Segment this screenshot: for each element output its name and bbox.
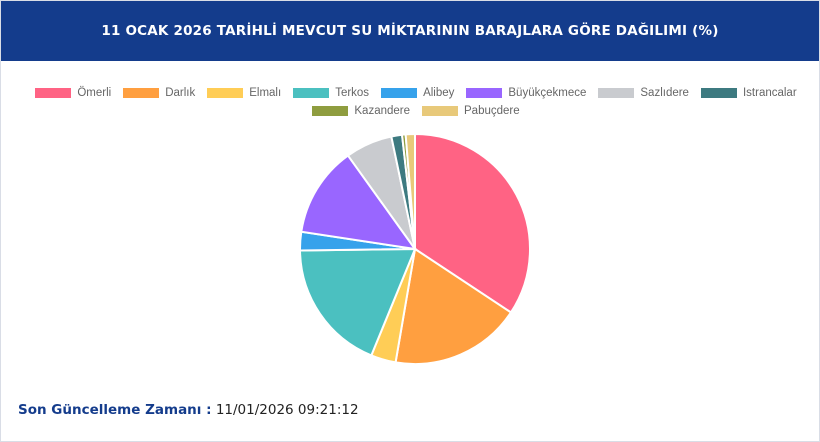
pie-slice[interactable]	[394, 247, 513, 365]
legend-label: Alibey	[423, 87, 455, 99]
chart-title: 11 OCAK 2026 TARİHLİ MEVCUT SU MİKTARINI…	[101, 23, 719, 39]
legend-label: Pabuçdere	[464, 105, 520, 117]
legend-item[interactable]: Kazandere	[312, 105, 410, 117]
pie-slice[interactable]	[404, 132, 416, 250]
legend-item[interactable]: Terkos	[293, 87, 369, 99]
chart-legend: Ömerli Darlık Elmalı Terkos Alibey Büyükçekme…	[31, 87, 801, 117]
legend-label: Elmalı	[249, 87, 282, 99]
pie-chart	[298, 132, 531, 365]
legend-item[interactable]: Pabuçdere	[422, 105, 520, 117]
legend-swatch	[207, 88, 244, 98]
legend-item[interactable]: Elmalı	[207, 87, 281, 99]
pie-slice[interactable]	[300, 154, 418, 251]
legend-swatch	[123, 88, 160, 98]
legend-label: Ömerli	[77, 87, 112, 99]
legend-swatch	[293, 88, 330, 98]
legend-swatch	[700, 88, 737, 98]
pie-chart-area	[291, 125, 539, 373]
legend-swatch	[312, 106, 349, 116]
legend-item[interactable]: Alibey	[381, 87, 454, 99]
legend-label: Büyükçekmece	[508, 87, 587, 99]
chart-header: 11 OCAK 2026 TARİHLİ MEVCUT SU MİKTARINI…	[1, 1, 819, 61]
legend-swatch	[422, 106, 458, 116]
last-update-value: 11/01/2026 09:21:12	[215, 402, 359, 418]
legend-swatch	[35, 88, 72, 98]
legend-label: Istrancalar	[742, 87, 797, 99]
legend-item[interactable]: Darlık	[123, 87, 195, 99]
legend-swatch	[381, 88, 418, 98]
legend-swatch	[466, 88, 503, 98]
legend-label: Terkos	[335, 87, 370, 99]
legend-item[interactable]: Sazlıdere	[598, 87, 689, 99]
legend-label: Darlık	[165, 87, 196, 99]
legend-label: Sazlıdere	[640, 87, 689, 99]
legend-item[interactable]: Ömerli	[35, 87, 111, 99]
legend-label: Kazandere	[354, 105, 410, 117]
last-update: Son Güncelleme Zamanı : 11/01/2026 09:21…	[18, 402, 359, 418]
pie-slice[interactable]	[298, 247, 417, 357]
legend-item[interactable]: Büyükçekmece	[466, 87, 586, 99]
last-update-label: Son Güncelleme Zamanı :	[18, 402, 212, 418]
legend-item[interactable]: Istrancalar	[700, 87, 797, 99]
legend-swatch	[598, 88, 635, 98]
